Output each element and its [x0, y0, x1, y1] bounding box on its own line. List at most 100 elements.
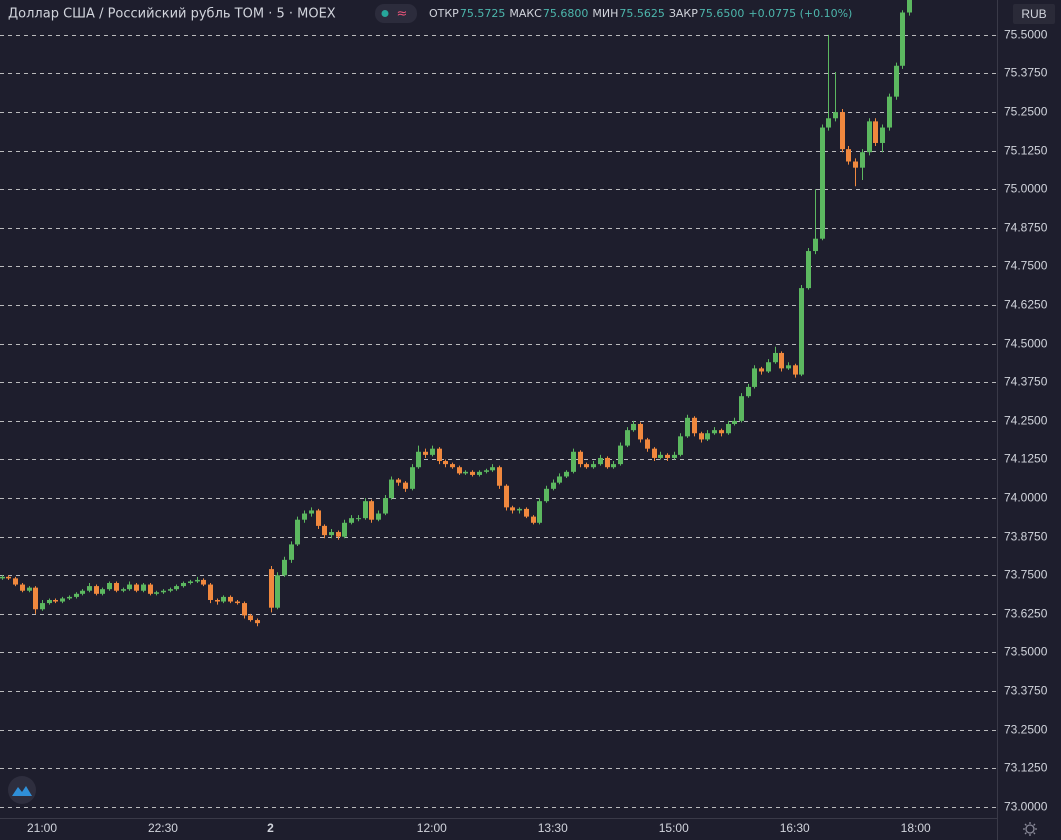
candle-body [907, 0, 912, 13]
candle-body [537, 501, 542, 523]
legend-value: 75.5725 [460, 7, 506, 20]
legend-label: ЗАКР [669, 7, 698, 20]
y-tick-label: 74.1250 [1004, 452, 1048, 466]
x-tick-label: 12:00 [417, 821, 447, 835]
candle-body [779, 352, 784, 369]
candle-body [74, 593, 79, 597]
candle-body [356, 518, 361, 520]
x-tick-label: 13:30 [538, 821, 568, 835]
candle-body [463, 471, 468, 474]
candle-body [470, 471, 475, 475]
candle-body [625, 430, 630, 446]
y-tick-label: 75.1250 [1004, 144, 1048, 158]
candle-body [793, 365, 798, 375]
candle-body [578, 451, 583, 465]
candle-body [47, 599, 52, 604]
candle-body [665, 454, 670, 458]
candle-body [692, 417, 697, 434]
candle-body [275, 575, 280, 608]
candle-body [127, 584, 132, 590]
candle-body [699, 433, 704, 440]
candle-body [168, 589, 173, 591]
candle-body [416, 451, 421, 468]
candle-body [148, 584, 153, 594]
candle-body [719, 430, 724, 434]
candle-body [732, 420, 737, 424]
y-tick-label: 74.3750 [1004, 375, 1048, 389]
candle-body [430, 448, 435, 455]
candle-body [605, 457, 610, 468]
candle-body [705, 433, 710, 440]
indicator-toggle[interactable]: ≈ [375, 4, 417, 23]
candle-body [551, 482, 556, 489]
symbol-title[interactable]: Доллар США / Российский рубль ТОМ · 5 · … [8, 7, 336, 22]
y-tick-label: 73.6250 [1004, 607, 1048, 621]
logo[interactable] [8, 776, 36, 804]
candle-body [0, 576, 5, 579]
x-tick-label: 22:30 [148, 821, 178, 835]
candle-body [672, 454, 677, 458]
legend-label: МИН [592, 7, 618, 20]
settings-icon[interactable] [1023, 822, 1037, 836]
candle-body [322, 525, 327, 536]
candle-body [598, 457, 603, 465]
candle-body [880, 127, 885, 143]
candle-body [531, 516, 536, 523]
candle-body [712, 430, 717, 434]
currency-label[interactable]: RUB [1021, 7, 1046, 21]
candle-body [269, 569, 274, 608]
candle-body [773, 352, 778, 363]
candle-body [228, 596, 233, 602]
x-tick-label: 2 [267, 821, 274, 835]
legend-label: ОТКР [429, 7, 459, 20]
candle-body [759, 368, 764, 372]
candle-body [840, 112, 845, 150]
y-tick-label: 75.3750 [1004, 66, 1048, 80]
y-tick-label: 75.2500 [1004, 105, 1048, 119]
candle-body [403, 482, 408, 489]
candle-body [134, 584, 139, 591]
candle-body [248, 615, 253, 621]
x-tick-label: 18:00 [901, 821, 931, 835]
y-tick-label: 75.5000 [1004, 28, 1048, 42]
x-tick-label: 21:00 [27, 821, 57, 835]
candle-body [174, 586, 179, 590]
candle-body [221, 596, 226, 602]
candle-body [786, 365, 791, 369]
candle-body [524, 508, 529, 517]
candle-body [571, 451, 576, 472]
candle-body [490, 467, 495, 471]
candle-body [544, 488, 549, 502]
candle-body [215, 599, 220, 602]
legend-value: 75.6500 [699, 7, 745, 20]
candle-body [302, 513, 307, 520]
legend-label: МАКС [509, 7, 542, 20]
candle-body [195, 579, 200, 582]
candle-body [13, 578, 18, 585]
candle-body [726, 423, 731, 434]
candle-body [342, 522, 347, 537]
y-tick-label: 74.8750 [1004, 221, 1048, 235]
candle-body [389, 479, 394, 499]
candle-body [107, 583, 112, 590]
candle-body [208, 584, 213, 600]
candle-body [437, 448, 442, 462]
y-tick-label: 73.5000 [1004, 645, 1048, 659]
time-axis: 21:00 22:30 2 12:00 13:30 15:00 16:30 18:00 [27, 821, 931, 835]
candle-body [121, 589, 126, 591]
candle-body [484, 470, 489, 472]
y-tick-label: 73.2500 [1004, 723, 1048, 737]
y-tick-label: 73.1250 [1004, 761, 1048, 775]
currency-box[interactable] [1013, 4, 1055, 24]
candle-body [645, 439, 650, 449]
candle-body [60, 598, 65, 602]
candle-body [900, 12, 905, 66]
x-tick-label: 16:30 [780, 821, 810, 835]
candle-body [806, 251, 811, 289]
y-tick-label: 74.7500 [1004, 259, 1048, 273]
candle-body [457, 467, 462, 474]
candle-body [316, 510, 321, 526]
candle-body [336, 532, 341, 537]
candle-body [255, 620, 260, 624]
